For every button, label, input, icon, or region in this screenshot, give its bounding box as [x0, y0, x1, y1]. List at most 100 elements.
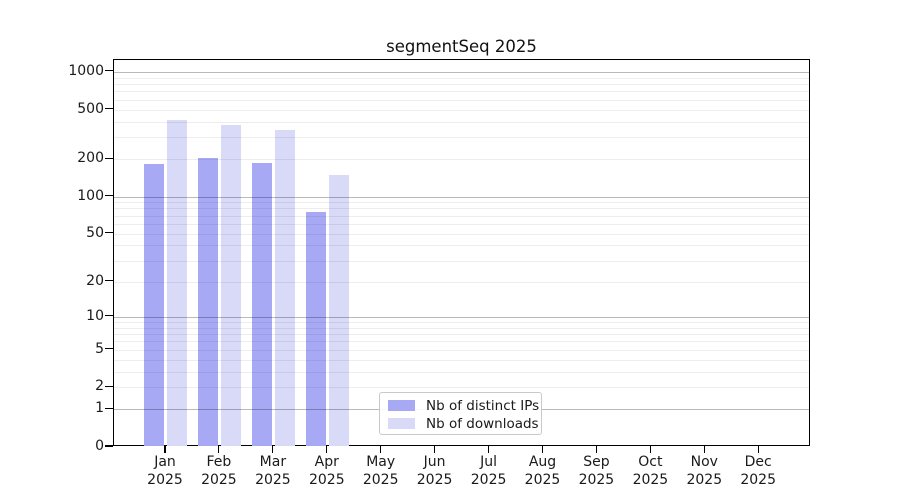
- x-axis-tick-label: Sep 2025: [561, 453, 631, 489]
- x-axis-tick-label-year: 2025: [578, 472, 615, 488]
- x-axis-tick-label: May 2025: [346, 453, 416, 489]
- legend: Nb of distinct IPs Nb of downloads: [379, 392, 542, 435]
- grid-line-minor: [114, 99, 809, 101]
- bar-distinct-ips: [144, 163, 164, 446]
- x-tick-mark: [595, 446, 597, 453]
- x-axis-tick-label: Feb 2025: [184, 453, 254, 489]
- legend-swatch-distinct-ips: [388, 400, 415, 411]
- x-tick-mark: [326, 446, 328, 453]
- grid-line-major: [114, 71, 809, 73]
- grid-line-minor: [114, 245, 809, 247]
- bar-distinct-ips: [251, 162, 272, 446]
- grid-line-minor: [114, 202, 809, 204]
- grid-line-major: [114, 196, 809, 198]
- x-axis-tick-label-month: Nov: [690, 454, 718, 470]
- bar-distinct-ips: [197, 157, 218, 446]
- grid-line-minor: [114, 260, 809, 262]
- x-axis-tick-label-year: 2025: [686, 472, 723, 488]
- plot-area: [113, 59, 810, 446]
- x-axis-tick-label-year: 2025: [740, 472, 776, 488]
- x-axis-tick-label-month: Mar: [259, 454, 287, 470]
- y-axis-tick-label: 20: [86, 272, 104, 289]
- bar-distinct-ips: [305, 211, 326, 446]
- y-axis-tick-label: 50: [86, 224, 104, 241]
- x-tick-mark: [488, 446, 490, 453]
- grid-line-minor: [114, 349, 809, 351]
- x-axis-tick-label-year: 2025: [255, 472, 291, 488]
- x-axis-tick-label-month: Sep: [583, 454, 610, 470]
- x-axis-tick-label: Aug 2025: [508, 453, 578, 489]
- grid-line-minor: [114, 334, 809, 336]
- y-tick-mark: [105, 157, 113, 159]
- y-axis-tick-label: 10: [86, 307, 104, 324]
- x-axis-tick-label-year: 2025: [632, 472, 669, 488]
- x-tick-mark: [649, 446, 651, 453]
- y-axis-tick-label: 200: [77, 150, 104, 167]
- x-axis-tick-label-month: Jul: [480, 454, 498, 470]
- grid-line-minor: [114, 121, 809, 123]
- x-axis-tick-label: Jan 2025: [130, 453, 200, 489]
- x-axis-tick-label-month: Jun: [423, 454, 446, 470]
- x-tick-mark: [703, 446, 705, 453]
- y-tick-mark: [105, 348, 113, 350]
- x-axis-tick-label-month: May: [366, 454, 396, 470]
- grid-line-minor: [114, 371, 809, 373]
- x-axis-tick-label-month: Aug: [528, 454, 557, 470]
- bar-downloads: [220, 125, 241, 446]
- y-axis-tick-label: 1000: [68, 62, 104, 79]
- y-tick-mark: [105, 280, 113, 282]
- legend-item: Nb of downloads: [388, 415, 541, 432]
- grid-line-minor: [114, 84, 809, 85]
- legend-swatch-downloads: [388, 418, 415, 429]
- y-tick-mark: [105, 232, 113, 234]
- x-axis-tick-label-month: Apr: [314, 454, 339, 470]
- x-axis-tick-label: Mar 2025: [238, 453, 308, 489]
- x-tick-mark: [757, 446, 759, 453]
- x-tick-mark: [218, 446, 220, 453]
- grid-line-minor: [114, 322, 809, 323]
- x-axis-tick-label: Apr 2025: [292, 453, 362, 489]
- y-tick-mark: [105, 407, 113, 409]
- y-tick-mark: [105, 70, 113, 72]
- y-tick-mark: [105, 445, 113, 447]
- y-tick-mark: [105, 107, 113, 110]
- legend-item: Nb of distinct IPs: [388, 397, 541, 414]
- grid-line-minor: [114, 91, 809, 93]
- grid-line-minor: [114, 387, 809, 389]
- grid-line-minor: [114, 208, 809, 210]
- grid-line-minor: [114, 233, 809, 235]
- grid-line-minor: [114, 359, 809, 361]
- x-axis-tick-label: Oct 2025: [615, 453, 685, 489]
- bar-downloads: [274, 130, 295, 446]
- y-axis-tick-label: 1: [95, 400, 104, 417]
- x-axis-tick-label-year: 2025: [470, 472, 507, 488]
- grid-line-minor: [114, 109, 809, 111]
- x-tick-mark: [164, 446, 166, 453]
- y-axis-tick-label: 100: [77, 187, 104, 204]
- bar-downloads: [328, 175, 349, 446]
- x-axis-tick-label-year: 2025: [308, 472, 345, 488]
- grid-line-minor: [114, 223, 809, 225]
- bar-downloads: [167, 119, 187, 446]
- x-axis-tick-label-year: 2025: [201, 472, 237, 488]
- y-axis-tick-label: 500: [77, 100, 104, 117]
- y-axis-tick-label: 0: [95, 438, 104, 454]
- y-axis-tick-label: 5: [95, 340, 104, 357]
- x-tick-mark: [380, 446, 382, 453]
- grid-line-minor: [114, 215, 809, 217]
- y-tick-mark: [105, 315, 113, 317]
- grid-line-minor: [114, 341, 809, 343]
- x-axis-tick-label-month: Feb: [206, 454, 232, 470]
- x-axis-tick-label-year: 2025: [147, 472, 183, 488]
- y-axis-tick-label: 2: [95, 378, 104, 395]
- grid-line-minor: [114, 281, 809, 283]
- x-axis-tick-label: Jun 2025: [400, 453, 470, 489]
- x-axis-tick-label: Jul 2025: [454, 453, 524, 489]
- x-tick-mark: [272, 446, 274, 453]
- x-axis-tick-label-month: Dec: [744, 454, 772, 470]
- x-axis-tick-label-year: 2025: [524, 472, 561, 488]
- x-axis-tick-label-year: 2025: [416, 472, 453, 488]
- x-axis-tick-label-year: 2025: [362, 472, 399, 488]
- grid-line-minor: [114, 159, 809, 161]
